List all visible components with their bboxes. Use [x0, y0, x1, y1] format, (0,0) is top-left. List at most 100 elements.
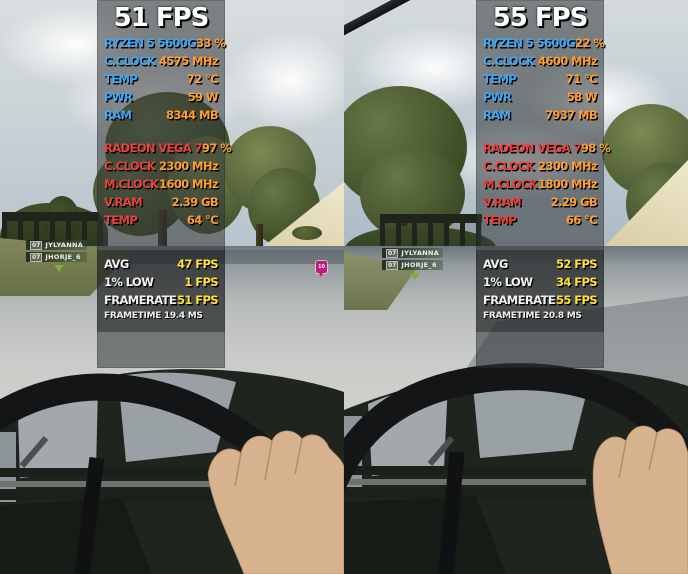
stat-value: 47 FPS	[177, 257, 219, 271]
steering-wheel	[344, 363, 688, 493]
stat-label: 1% LOW	[104, 275, 154, 289]
finger-line	[294, 438, 303, 475]
frametime-readout: FRAMETIME 19.4 MS	[104, 311, 203, 321]
gpu-row-value: 1800 MHz	[538, 177, 598, 191]
driver-hand	[207, 430, 344, 574]
fps-title: 51 FPS	[113, 3, 210, 33]
stat-label: 1% LOW	[483, 275, 533, 289]
stat-value: 52 FPS	[556, 257, 598, 271]
cpu-row-value: 72 °C	[186, 72, 219, 86]
dashboard-slat	[0, 489, 214, 500]
wiper-stalk	[19, 436, 49, 468]
gpu-row-label: M.CLOCK	[104, 177, 159, 191]
cpu-usage: 33 %	[196, 36, 226, 50]
wiper-stalk	[427, 436, 455, 466]
teammate-plate: 07 JYLYANNA	[382, 248, 444, 258]
teammate-name: JHORJE_6	[401, 261, 437, 269]
stat-label: AVG	[104, 257, 129, 271]
gpu-usage: 97 %	[201, 141, 232, 155]
right-gameplay-frame: 07 JYLYANNA 07 JHORJE_6	[344, 0, 688, 574]
teammate-marker-icon	[54, 265, 64, 272]
door-sill	[344, 496, 506, 574]
teammate-number-badge: 07	[30, 240, 43, 250]
stat-value: 55 FPS	[556, 293, 598, 307]
cpu-row-label: PWR	[104, 90, 133, 104]
gpu-row-label: C.CLOCK	[483, 159, 535, 173]
dashboard-slat	[344, 466, 584, 475]
teammate-plate: 07 JYLYANNA	[26, 240, 88, 250]
dashboard-slat	[344, 479, 586, 485]
vehicle-cab	[344, 363, 688, 574]
cpu-row-label: C.CLOCK	[104, 54, 156, 68]
steering-wheel-spoke	[438, 451, 465, 574]
gpu-row-value: 2.29 GB	[550, 195, 598, 209]
stat-label: AVG	[483, 257, 508, 271]
finger-line	[618, 440, 627, 479]
cpu-name: Ryzen 5 5600G	[483, 36, 576, 50]
teammate-marker-icon	[410, 273, 420, 280]
framerate-stats-box	[97, 250, 225, 332]
map-marker-icon: 10	[316, 261, 327, 277]
left-osd-overlay: 51 FPS Ryzen 5 5600G 33 % C.CLOCK 4575 MHz…	[97, 0, 232, 368]
teammate-name: JYLYANNA	[45, 241, 84, 249]
gpu-row-value: 2.39 GB	[171, 195, 219, 209]
right-osd-overlay: 55 FPS Ryzen 5 5600G 22 % C.CLOCK 4600 MHz…	[476, 0, 611, 368]
teammate-number-badge: 07	[386, 260, 399, 270]
gpu-row-value: 2300 MHz	[538, 159, 598, 173]
cpu-row-value: 58 W	[566, 90, 598, 104]
cpu-row-value: 71 °C	[565, 72, 598, 86]
gpu-row-label: C.CLOCK	[104, 159, 156, 173]
teammate-nameplates: 07 JYLYANNA 07 JHORJE_6	[26, 240, 88, 272]
cpu-row-value: 8344 MB	[165, 108, 219, 122]
dashboard-slat	[0, 481, 212, 487]
finger-line	[648, 432, 658, 471]
driver-hand	[592, 425, 688, 574]
gpu-usage: 98 %	[580, 141, 611, 155]
stat-value: 1 FPS	[184, 275, 218, 289]
gpu-row-value: 1600 MHz	[159, 177, 219, 191]
stat-label: FRAMERATE	[104, 293, 177, 307]
teammate-nameplates: 07 JYLYANNA 07 JHORJE_6	[382, 248, 444, 280]
gpu-name: Radeon Vega 7	[483, 141, 581, 155]
teammate-plate: 07 JHORJE_6	[26, 252, 88, 262]
stat-label: FRAMERATE	[483, 293, 556, 307]
map-marker-label: 10	[318, 264, 325, 270]
gpu-row-label: V.RAM	[483, 195, 522, 209]
teammate-number-badge: 07	[30, 252, 43, 262]
shrub	[292, 226, 322, 240]
teammate-name: JHORJE_6	[45, 253, 81, 261]
gpu-row-value: 2300 MHz	[159, 159, 219, 173]
frametime-readout: FRAMETIME 20.8 MS	[483, 311, 582, 321]
cpu-row-value: 4600 MHz	[538, 54, 598, 68]
cpu-usage: 22 %	[575, 36, 605, 50]
stat-value: 51 FPS	[177, 293, 219, 307]
cpu-row-value: 59 W	[187, 90, 219, 104]
finger-line	[234, 452, 242, 487]
cpu-row-label: TEMP	[104, 72, 138, 86]
door-sill	[0, 498, 152, 574]
cpu-row-label: C.CLOCK	[483, 54, 535, 68]
cloud	[225, 30, 344, 130]
gpu-row-value: 64 °C	[186, 213, 219, 227]
gpu-row-value: 66 °C	[565, 213, 598, 227]
left-gameplay-frame: 07 JYLYANNA 07 JHORJE_6 10	[0, 0, 344, 574]
finger-line	[264, 440, 273, 481]
fps-title: 55 FPS	[492, 3, 589, 33]
gpu-name: Radeon Vega 7	[104, 141, 202, 155]
framerate-stats-box	[476, 250, 604, 332]
cpu-row-label: PWR	[483, 90, 512, 104]
stat-value: 34 FPS	[556, 275, 598, 289]
cpu-name: Ryzen 5 5600G	[104, 36, 197, 50]
cpu-row-label: TEMP	[483, 72, 517, 86]
gpu-row-label: TEMP	[483, 213, 517, 227]
teammate-number-badge: 07	[386, 248, 399, 258]
windshield-view	[472, 372, 590, 458]
gpu-row-label: V.RAM	[104, 195, 143, 209]
dashboard-slat	[0, 468, 210, 477]
cpu-row-value: 4575 MHz	[159, 54, 219, 68]
teammate-plate: 07 JHORJE_6	[382, 260, 444, 270]
vehicle-cab	[0, 369, 344, 574]
dashboard-slat	[344, 487, 590, 498]
gpu-row-label: M.CLOCK	[483, 177, 538, 191]
